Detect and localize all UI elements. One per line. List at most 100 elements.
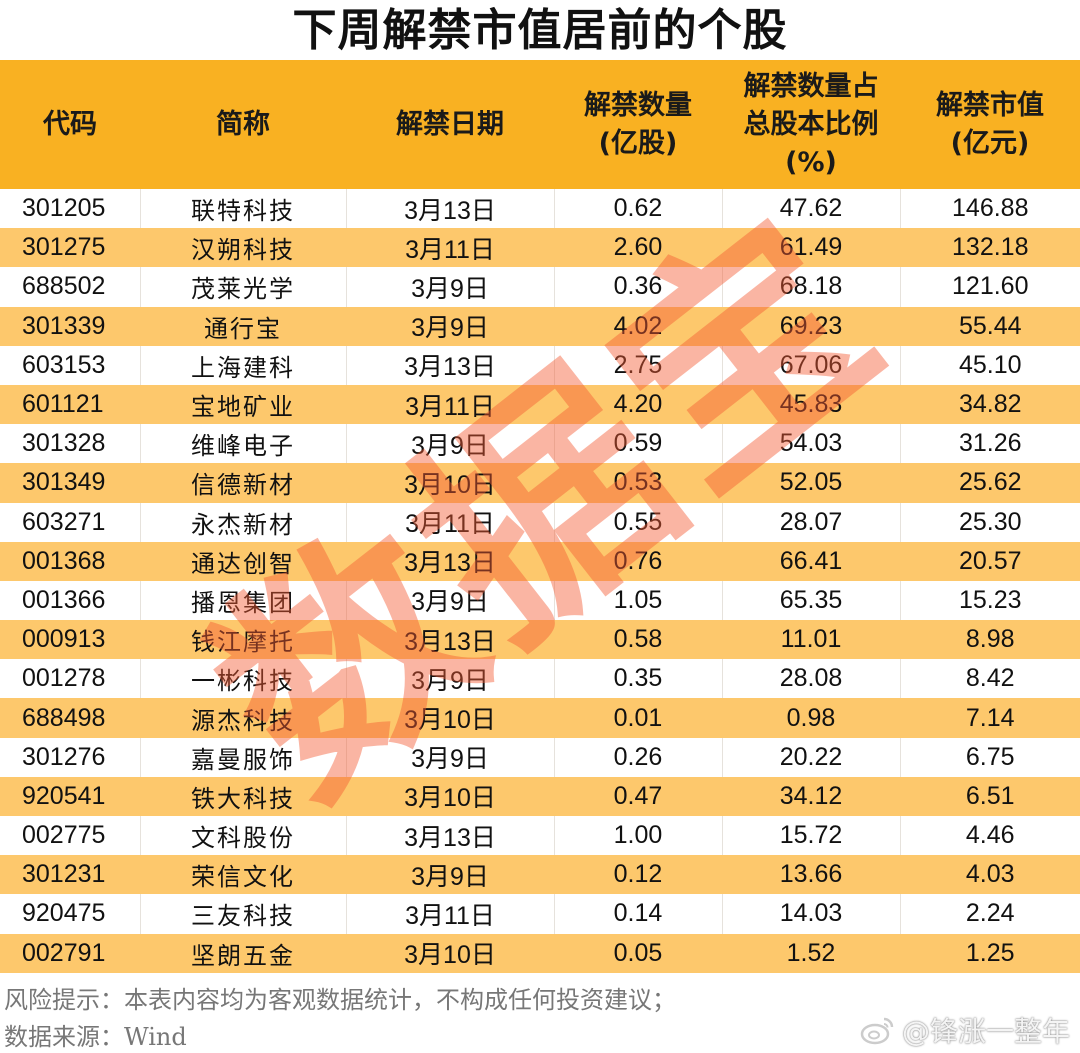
table-row: 688502 茂莱光学 3月9日 0.36 68.18 121.60 <box>0 267 1080 307</box>
header-line: 解禁数量 <box>584 89 692 121</box>
cell-value: 146.88 <box>899 189 1080 229</box>
cell-value: 20.57 <box>899 541 1080 581</box>
header-line: (%) <box>785 146 837 178</box>
cell-value: 8.42 <box>899 659 1080 699</box>
cell-value: 45.10 <box>899 345 1080 385</box>
cell-name: 通行宝 <box>139 306 346 346</box>
cell-value: 121.60 <box>899 267 1080 307</box>
table-row: 301328 维峰电子 3月9日 0.59 54.03 31.26 <box>0 424 1080 464</box>
cell-date: 3月10日 <box>345 698 554 738</box>
cell-quantity: 4.02 <box>553 306 722 346</box>
cell-date: 3月11日 <box>345 228 554 268</box>
table-row: 301276 嘉曼服饰 3月9日 0.26 20.22 6.75 <box>0 737 1080 777</box>
table-row: 301205 联特科技 3月13日 0.62 47.62 146.88 <box>0 189 1080 229</box>
cell-code: 603271 <box>0 502 140 542</box>
cell-value: 25.62 <box>899 463 1080 503</box>
cell-value: 132.18 <box>899 228 1080 268</box>
cell-ratio: 14.03 <box>721 894 900 934</box>
cell-ratio: 45.83 <box>721 384 900 425</box>
cell-date: 3月13日 <box>345 620 554 660</box>
cell-ratio: 66.41 <box>721 541 900 581</box>
cell-quantity: 0.35 <box>553 659 722 699</box>
table-row: 603153 上海建科 3月13日 2.75 67.06 45.10 <box>0 345 1080 385</box>
cell-date: 3月10日 <box>345 776 554 816</box>
cell-value: 1.25 <box>899 933 1080 973</box>
cell-ratio: 1.52 <box>721 933 900 973</box>
cell-date: 3月9日 <box>345 855 554 895</box>
cell-quantity: 0.62 <box>553 189 722 229</box>
unlock-stocks-table: 代码 简称 解禁日期 解禁数量 (亿股) 解禁数量占 总股本比例 (%) 解禁市值 (亿… <box>0 60 1080 973</box>
header-line: 简称 <box>216 108 270 140</box>
cell-value: 8.98 <box>899 620 1080 660</box>
cell-name: 播恩集团 <box>139 580 346 621</box>
cell-name: 一彬科技 <box>139 659 346 699</box>
table-row: 301349 信德新材 3月10日 0.53 52.05 25.62 <box>0 463 1080 503</box>
cell-ratio: 67.06 <box>721 345 900 385</box>
cell-ratio: 13.66 <box>721 855 900 895</box>
header-line: (亿元) <box>950 127 1030 159</box>
cell-date: 3月9日 <box>345 267 554 307</box>
cell-name: 文科股份 <box>139 816 346 856</box>
cell-name: 茂莱光学 <box>139 267 346 307</box>
cell-quantity: 0.76 <box>553 541 722 581</box>
cell-code: 601121 <box>0 384 140 425</box>
cell-value: 2.24 <box>899 894 1080 934</box>
cell-value: 34.82 <box>899 384 1080 425</box>
cell-quantity: 0.47 <box>553 776 722 816</box>
cell-name: 维峰电子 <box>139 424 346 464</box>
cell-quantity: 0.05 <box>553 933 722 973</box>
cell-quantity: 2.75 <box>553 345 722 385</box>
cell-date: 3月13日 <box>345 189 554 229</box>
cell-date: 3月9日 <box>345 580 554 621</box>
cell-code: 002791 <box>0 933 140 973</box>
table-row: 301339 通行宝 3月9日 4.02 69.23 55.44 <box>0 306 1080 346</box>
header-line: 解禁日期 <box>396 108 504 140</box>
cell-ratio: 54.03 <box>721 424 900 464</box>
header-code: 代码 <box>0 60 140 189</box>
cell-name: 联特科技 <box>139 189 346 229</box>
cell-date: 3月13日 <box>345 345 554 385</box>
table-row: 603271 永杰新材 3月11日 0.55 28.07 25.30 <box>0 502 1080 542</box>
cell-quantity: 0.14 <box>553 894 722 934</box>
cell-ratio: 61.49 <box>721 228 900 268</box>
cell-quantity: 0.58 <box>553 620 722 660</box>
cell-date: 3月10日 <box>345 933 554 973</box>
cell-date: 3月11日 <box>345 384 554 425</box>
cell-code: 301339 <box>0 306 140 346</box>
risk-note: 风险提示：本表内容均为客观数据统计，不构成任何投资建议； <box>4 986 676 1014</box>
cell-code: 301205 <box>0 189 140 229</box>
cell-code: 301276 <box>0 737 140 777</box>
table-row: 002791 坚朗五金 3月10日 0.05 1.52 1.25 <box>0 933 1080 973</box>
header-date: 解禁日期 <box>346 60 554 189</box>
cell-name: 通达创智 <box>139 541 346 581</box>
cell-quantity: 1.05 <box>553 580 722 621</box>
cell-ratio: 65.35 <box>721 580 900 621</box>
table-row: 920541 铁大科技 3月10日 0.47 34.12 6.51 <box>0 776 1080 816</box>
cell-code: 301275 <box>0 228 140 268</box>
weibo-icon <box>860 1015 896 1045</box>
table-row: 001368 通达创智 3月13日 0.76 66.41 20.57 <box>0 541 1080 581</box>
table-row: 688498 源杰科技 3月10日 0.01 0.98 7.14 <box>0 698 1080 738</box>
cell-code: 301231 <box>0 855 140 895</box>
table-row: 001366 播恩集团 3月9日 1.05 65.35 15.23 <box>0 580 1080 621</box>
cell-code: 603153 <box>0 345 140 385</box>
cell-code: 688498 <box>0 698 140 738</box>
cell-name: 三友科技 <box>139 894 346 934</box>
cell-ratio: 52.05 <box>721 463 900 503</box>
table-body: 301205 联特科技 3月13日 0.62 47.62 146.88 301275 汉朔科技… <box>0 189 1080 973</box>
cell-quantity: 0.12 <box>553 855 722 895</box>
table-row: 000913 钱江摩托 3月13日 0.58 11.01 8.98 <box>0 620 1080 660</box>
header-quantity: 解禁数量 (亿股) <box>554 60 722 189</box>
header-line: 代码 <box>43 108 97 140</box>
cell-ratio: 28.07 <box>721 502 900 542</box>
author-handle: @锋涨一整年 <box>901 1015 1070 1048</box>
cell-quantity: 0.26 <box>553 737 722 777</box>
cell-ratio: 69.23 <box>721 306 900 346</box>
cell-code: 001366 <box>0 580 140 621</box>
cell-value: 4.03 <box>899 855 1080 895</box>
cell-value: 4.46 <box>899 816 1080 856</box>
table-row: 301275 汉朔科技 3月11日 2.60 61.49 132.18 <box>0 228 1080 268</box>
cell-date: 3月9日 <box>345 737 554 777</box>
header-name: 简称 <box>140 60 346 189</box>
header-line: 解禁市值 <box>936 89 1044 121</box>
